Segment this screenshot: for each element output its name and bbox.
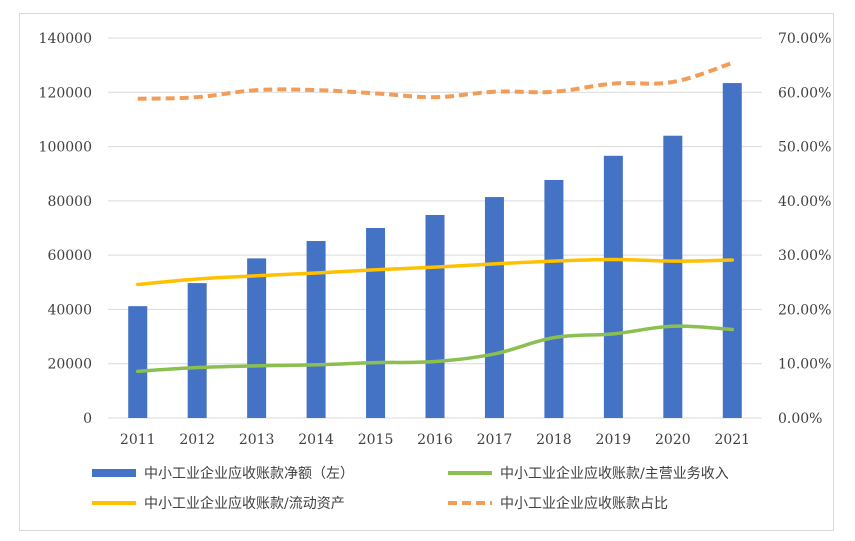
legend-label: 中小工业企业应收账款占比 bbox=[500, 495, 668, 512]
left-tick-label: 140000 bbox=[39, 31, 92, 47]
bar bbox=[544, 179, 564, 418]
bar bbox=[603, 155, 623, 419]
legend-label: 中小工业企业应收账款/主营业务收入 bbox=[500, 465, 729, 482]
x-tick-label: 2019 bbox=[596, 432, 632, 448]
right-tick-label: 50.00% bbox=[778, 140, 831, 156]
bar bbox=[247, 258, 267, 418]
series-line bbox=[137, 61, 733, 101]
bar bbox=[306, 241, 326, 418]
bar-series bbox=[128, 83, 742, 419]
x-tick-label: 2021 bbox=[714, 432, 750, 448]
x-axis-ticks: 2011 2012 2013 2014 2015 2016 2017 2018 2019 2020… bbox=[120, 432, 750, 448]
right-tick-label: 40.00% bbox=[778, 194, 831, 210]
bar bbox=[722, 83, 742, 419]
x-tick-label: 2011 bbox=[120, 432, 156, 448]
bar bbox=[484, 197, 504, 418]
x-tick-label: 2012 bbox=[179, 432, 215, 448]
bar bbox=[425, 214, 445, 418]
x-tick-label: 2014 bbox=[298, 432, 334, 448]
right-tick-label: 10.00% bbox=[778, 357, 831, 373]
line-series bbox=[135, 61, 735, 374]
bar bbox=[366, 228, 386, 418]
x-tick-label: 2017 bbox=[477, 432, 513, 448]
left-tick-label: 80000 bbox=[47, 194, 92, 210]
left-tick-label: 0 bbox=[83, 411, 92, 427]
left-tick-label: 60000 bbox=[47, 248, 92, 264]
right-tick-label: 20.00% bbox=[778, 302, 831, 318]
x-tick-label: 2020 bbox=[655, 432, 691, 448]
bar bbox=[187, 283, 207, 418]
left-tick-label: 100000 bbox=[39, 140, 92, 156]
left-axis-ticks: 0 20000 40000 60000 80000 100000 120000 140000 bbox=[39, 31, 92, 427]
left-tick-label: 20000 bbox=[47, 357, 92, 373]
x-tick-label: 2015 bbox=[358, 432, 394, 448]
combo-chart: 020000400006000080000100000120000140000 … bbox=[39, 31, 832, 512]
left-tick-label: 120000 bbox=[39, 85, 92, 101]
right-axis-ticks: 0.00% 10.00% 20.00% 30.00% 40.00% 50.00% 60.00… bbox=[778, 31, 831, 427]
x-tick-label: 2016 bbox=[417, 432, 453, 448]
bar bbox=[663, 135, 683, 418]
legend-label: 中小工业企业应收账款/流动资产 bbox=[144, 495, 345, 512]
legend-label: 中小工业企业应收账款净额（左） bbox=[144, 465, 354, 482]
chart-frame: 0 20000 40000 60000 80000 100000 120000 140000 … bbox=[19, 13, 834, 531]
bar bbox=[128, 306, 148, 418]
legend: 中小工业企业应收账款净额（左） 中小工业企业应收账款/主营业务收入中小工业企业应收… bbox=[92, 465, 729, 512]
right-tick-label: 60.00% bbox=[778, 85, 831, 101]
legend-swatch bbox=[92, 469, 136, 477]
right-tick-label: 0.00% bbox=[778, 411, 822, 427]
left-tick-label: 40000 bbox=[47, 302, 92, 318]
right-tick-label: 30.00% bbox=[778, 248, 831, 264]
x-tick-label: 2018 bbox=[536, 432, 572, 448]
series-line bbox=[135, 324, 735, 374]
x-tick-label: 2013 bbox=[239, 432, 275, 448]
right-tick-label: 70.00% bbox=[778, 31, 831, 47]
series-line bbox=[135, 257, 735, 287]
